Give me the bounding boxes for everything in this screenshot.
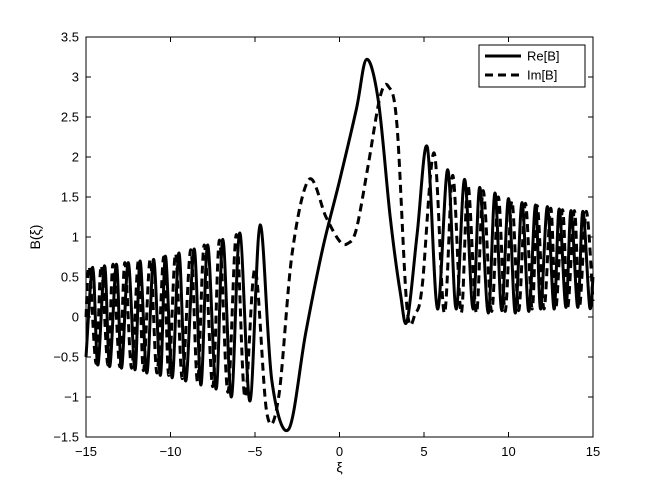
series-line-im bbox=[84, 82, 595, 426]
y-tick-label: −1 bbox=[64, 390, 79, 405]
x-axis-ticks: −15 −10 −5 0 5 10 15 bbox=[75, 37, 600, 459]
y-tick-label: 1.5 bbox=[61, 190, 79, 205]
x-tick-label: −15 bbox=[75, 444, 97, 459]
x-tick-label: −10 bbox=[159, 444, 181, 459]
x-tick-label: −5 bbox=[248, 444, 263, 459]
x-tick-label: 10 bbox=[501, 444, 515, 459]
y-tick-label: 1 bbox=[72, 230, 79, 245]
y-tick-label: 0 bbox=[72, 310, 79, 325]
y-tick-label: −1.5 bbox=[53, 430, 79, 445]
legend-label-re: Re[B] bbox=[527, 49, 560, 64]
legend: Re[B] Im[B] bbox=[478, 44, 586, 88]
x-tick-label: 0 bbox=[336, 444, 343, 459]
y-axis-ticks: −1.5 −1 −0.5 0 0.5 1 1.5 2 2.5 3 3.5 bbox=[53, 30, 593, 445]
y-tick-label: 2.5 bbox=[61, 110, 79, 125]
y-tick-label: 3.5 bbox=[61, 30, 79, 45]
x-tick-label: 5 bbox=[420, 444, 427, 459]
x-tick-label: 15 bbox=[586, 444, 600, 459]
x-axis-label: ξ bbox=[336, 459, 342, 475]
series-layer bbox=[84, 57, 595, 433]
y-tick-label: 3 bbox=[72, 70, 79, 85]
y-tick-label: 2 bbox=[72, 150, 79, 165]
plot-frame bbox=[85, 36, 594, 438]
y-axis-label: B(ξ) bbox=[27, 225, 43, 250]
legend-label-im: Im[B] bbox=[527, 68, 557, 83]
series-line-re bbox=[84, 57, 595, 433]
y-tick-label: 0.5 bbox=[61, 270, 79, 285]
legend-box bbox=[478, 44, 586, 88]
plot-area bbox=[84, 36, 595, 438]
y-tick-label: −0.5 bbox=[53, 350, 79, 365]
